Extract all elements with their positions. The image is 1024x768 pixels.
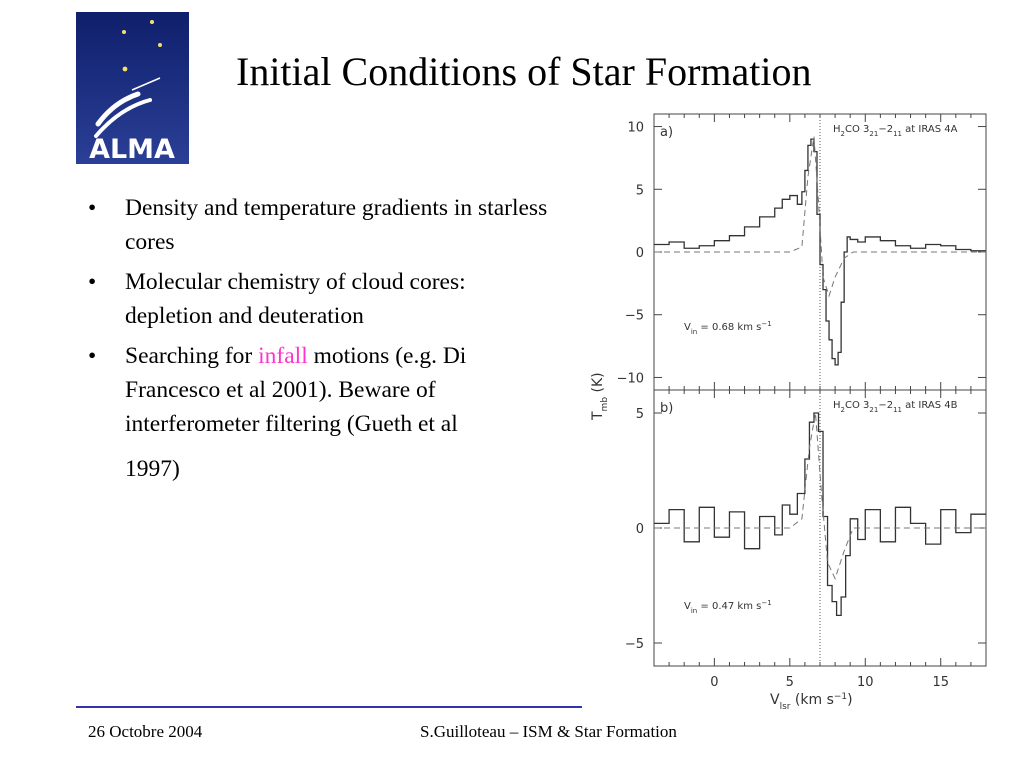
y-tick-label: −5 — [625, 637, 644, 652]
bullet-list: Density and temperature gradients in sta… — [88, 191, 558, 492]
bullet-item: Searching for infall motions (e.g. Di Fr… — [88, 339, 558, 486]
bullet-text: Molecular chemistry of cloud cores: depl… — [125, 269, 466, 329]
x-axis-label: Vlsr (km s−1) — [770, 692, 853, 712]
bullet-text: 1997) — [125, 456, 180, 482]
x-tick-label: 0 — [710, 675, 718, 690]
infall-velocity-annotation: Vin = 0.68 km s−1 — [684, 320, 772, 336]
logo-text: ALMA — [89, 134, 175, 164]
panel-label: b) — [660, 401, 673, 416]
y-axis-label: Tmb (K) — [590, 372, 610, 421]
footer-author: S.Guilloteau – ISM & Star Formation — [420, 722, 677, 741]
spectrum-line — [654, 412, 986, 617]
y-tick-label: 0 — [636, 522, 644, 537]
bullet-item: Density and temperature gradients in sta… — [88, 191, 558, 259]
y-tick-label: 10 — [627, 121, 644, 136]
y-tick-label: 5 — [636, 183, 644, 198]
panel-a: 10 5 0 −5 −10 a) H2CO 321−211 at IRAS 4A Vin = … — [617, 113, 987, 391]
y-tick-label: −5 — [625, 309, 644, 324]
x-tick-label: 10 — [857, 675, 874, 690]
highlight-text: infall — [258, 343, 308, 369]
bullet-text: motions (e.g. Di Francesco et al 2001). … — [125, 343, 467, 437]
y-tick-label: 0 — [636, 246, 644, 261]
axis-labels: Vlsr (km s−1) Tmb (K) — [590, 372, 853, 712]
y-tick-label: −10 — [617, 371, 644, 386]
panel-b: 5 0 −5 b) H2CO 321−211 at IRAS 4B Vin = 0.47 … — [625, 389, 987, 690]
line-title: H2CO 321−211 at IRAS 4A — [833, 124, 958, 138]
infall-velocity-annotation: Vin = 0.47 km s−1 — [684, 599, 772, 615]
footer-date: 26 Octobre 2004 — [88, 722, 203, 741]
x-tick-label: 5 — [786, 675, 794, 690]
bullet-text: Density and temperature gradients in sta… — [125, 195, 548, 255]
line-title: H2CO 321−211 at IRAS 4B — [833, 400, 958, 414]
bullet-item: Molecular chemistry of cloud cores: depl… — [88, 265, 558, 333]
spectra-figure: 10 5 0 −5 −10 a) H2CO 321−211 at IRAS 4A Vin = … — [580, 108, 1000, 714]
y-tick-label: 5 — [636, 407, 644, 422]
bullet-text: Searching for — [125, 343, 259, 369]
footer-rule — [76, 706, 582, 708]
model-line — [654, 412, 986, 580]
alma-logo: ALMA — [76, 12, 189, 165]
spectra-chart: 10 5 0 −5 −10 a) H2CO 321−211 at IRAS 4A Vin = … — [590, 113, 987, 712]
panel-label: a) — [660, 125, 673, 140]
slide-title: Initial Conditions of Star Formation — [236, 49, 812, 94]
x-tick-label: 15 — [932, 675, 949, 690]
model-line — [654, 136, 986, 298]
